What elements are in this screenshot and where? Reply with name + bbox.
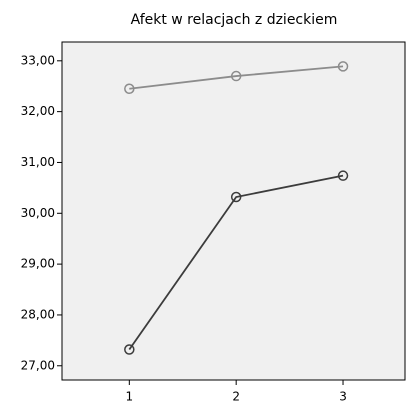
y-tick-label: 30,00: [21, 206, 55, 220]
point-marker: [337, 61, 349, 72]
point-marker: [124, 344, 135, 355]
point-marker: [230, 191, 242, 203]
series-line: [129, 65, 344, 90]
y-tick-label: 28,00: [21, 307, 55, 321]
chart-title: Afekt w relacjach z dzieckiem: [131, 12, 338, 28]
plot-area: [61, 41, 406, 381]
point-marker: [124, 83, 135, 95]
x-tick-label: 2: [232, 390, 240, 404]
series-line: [128, 174, 344, 351]
x-tick-label: 1: [125, 390, 133, 404]
point-marker: [337, 170, 349, 181]
y-tick-label: 27,00: [21, 358, 55, 372]
x-tick-label: 3: [339, 390, 347, 404]
y-tick-label: 33,00: [21, 53, 55, 67]
point-marker: [230, 70, 242, 82]
y-tick-label: 29,00: [21, 257, 55, 271]
y-tick-label: 32,00: [21, 104, 55, 118]
y-tick-label: 31,00: [21, 155, 55, 169]
